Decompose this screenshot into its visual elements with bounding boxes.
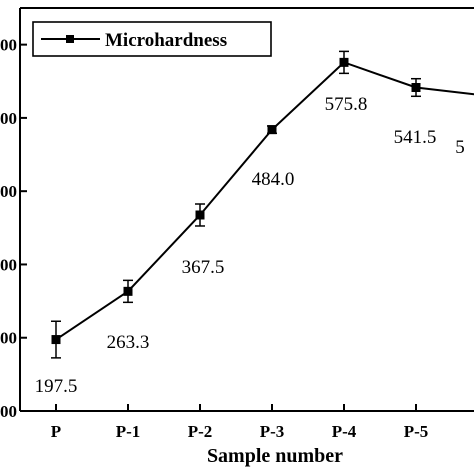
data-label: 367.5 — [182, 257, 225, 278]
x-tick-label: P-2 — [188, 422, 213, 441]
y-tick-label: 00 — [0, 109, 17, 128]
data-label: 484.0 — [252, 169, 295, 190]
data-labels: 197.5 263.3 367.5 484.0 575.8 541.5 5 — [35, 94, 465, 397]
series-line — [55, 61, 474, 341]
legend-entry-microhardness: Microhardness — [105, 30, 227, 51]
data-label: 541.5 — [394, 127, 437, 148]
x-tick-label: P-1 — [116, 422, 141, 441]
x-axis-ticks: PP-1P-2P-3P-4P-5P — [51, 404, 429, 441]
x-axis-label: Sample number — [207, 445, 343, 467]
y-tick-label: 00 — [0, 402, 17, 421]
y-tick-label: 00 — [0, 36, 17, 55]
y-tick-label: 00 — [0, 329, 17, 348]
axes — [19, 7, 474, 412]
x-tick-label: P-4 — [332, 422, 357, 441]
x-tick-label: P — [51, 422, 61, 441]
data-label: 5 — [455, 137, 465, 158]
data-point — [51, 335, 61, 345]
series-microhardness — [51, 50, 474, 359]
data-point — [123, 286, 133, 296]
data-label: 263.3 — [107, 332, 150, 353]
data-label: 197.5 — [35, 376, 78, 397]
y-tick-label: 00 — [0, 255, 17, 274]
data-point — [267, 125, 277, 135]
data-point — [339, 57, 349, 67]
x-tick-label: P-3 — [260, 422, 285, 441]
legend: Microhardness — [32, 21, 272, 57]
y-axis-ticks: 00 00 00 00 00 00 — [0, 36, 27, 421]
x-tick-label: P-5 — [404, 422, 429, 441]
data-point — [195, 210, 205, 220]
legend-marker — [66, 35, 74, 43]
y-tick-label: 00 — [0, 182, 17, 201]
data-label: 575.8 — [325, 94, 368, 115]
data-point — [411, 83, 421, 93]
